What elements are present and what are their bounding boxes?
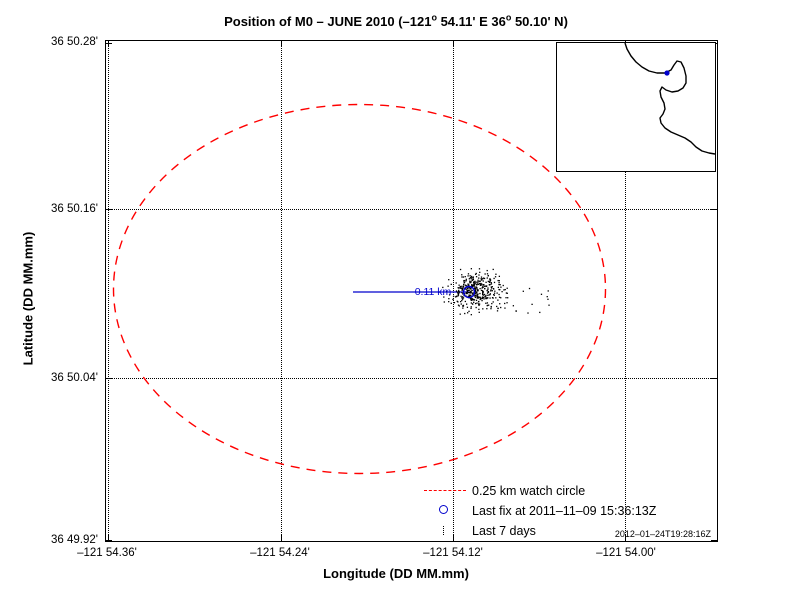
watch-circle-ellipse [112, 103, 607, 475]
gridline-y-2 [106, 377, 717, 379]
legend-label-last-fix: Last fix at 2011–11–09 15:36:13Z [472, 503, 657, 518]
xtick-mark-2 [280, 535, 282, 541]
gridline-x-1 [107, 41, 109, 541]
open-circle-icon [439, 505, 448, 514]
ytick-label-4: 36 49.92' [51, 534, 98, 546]
legend-label-watch-circle: 0.25 km watch circle [472, 483, 586, 498]
xtick-mark-1 [107, 535, 109, 541]
ytick-mark-2 [106, 209, 112, 211]
ytick-label-2: 36 50.16' [51, 203, 98, 215]
ytick-label-1: 36 50.28' [51, 36, 98, 48]
dashed-line-icon [424, 490, 466, 491]
x-axis-title: Longitude (DD MM.mm) [323, 566, 469, 581]
watch-circle-swatch [421, 481, 469, 500]
legend-label-last-7-days: Last 7 days [472, 523, 536, 538]
xtick-mark-top-1 [107, 41, 109, 47]
legend-item-watch-circle: 0.25 km watch circle [421, 481, 585, 500]
title-suffix: 50.10' N) [511, 14, 568, 29]
ytick-mark-4 [106, 539, 112, 541]
xtick-mark-top-3 [452, 41, 454, 47]
title-middle: 54.11' E 36 [436, 14, 506, 29]
ytick-mark-1 [106, 42, 112, 44]
coastline-path [624, 43, 715, 155]
scatter-points-group [442, 268, 550, 316]
ytick-mark-right-4 [711, 539, 717, 541]
legend-item-last-fix: Last fix at 2011–11–09 15:36:13Z [421, 501, 656, 520]
y-axis-title: Latitude (DD MM.mm) [20, 231, 36, 366]
degree-symbol-latitude: o [505, 12, 512, 23]
ytick-label-3: 36 50.04' [51, 372, 98, 384]
degree-symbol-longitude: o [431, 12, 437, 23]
xtick-mark-3 [452, 535, 454, 541]
ytick-mark-3 [106, 377, 112, 379]
ytick-mark-right-3 [711, 377, 717, 379]
mooring-location-marker [664, 70, 670, 76]
distance-annotation: 0.11 km [414, 286, 452, 298]
gridline-x-2 [280, 41, 282, 541]
render-timestamp: 2012–01–24T19:28:16Z [614, 529, 711, 539]
xtick-label-2: –121 54.24' [250, 547, 310, 559]
last-7-days-swatch [421, 521, 469, 540]
xtick-mark-top-2 [280, 41, 282, 47]
page-title: Position of M0 – JUNE 2010 (–121o 54.11'… [0, 12, 792, 29]
ytick-mark-right-2 [711, 209, 717, 211]
dotted-points-icon [443, 526, 444, 535]
gridline-x-4 [625, 41, 627, 541]
inset-map-svg [624, 43, 715, 155]
last-fix-marker [462, 285, 476, 299]
gridline-x-3 [452, 41, 454, 541]
xtick-mark-4 [625, 535, 627, 541]
gridline-y-1 [106, 209, 717, 211]
xtick-label-4: –121 54.00' [596, 547, 656, 559]
plot-area: 0.11 km [105, 40, 718, 542]
location-overview-map [556, 42, 716, 172]
title-prefix: Position of M0 – JUNE 2010 (–121 [224, 14, 432, 29]
last-fix-swatch [421, 501, 469, 520]
legend: 0.25 km watch circle Last fix at 2011–11… [421, 481, 717, 541]
xtick-label-3: –121 54.12' [423, 547, 483, 559]
xtick-label-1: –121 54.36' [77, 547, 137, 559]
legend-item-last-7-days: Last 7 days [421, 521, 536, 540]
